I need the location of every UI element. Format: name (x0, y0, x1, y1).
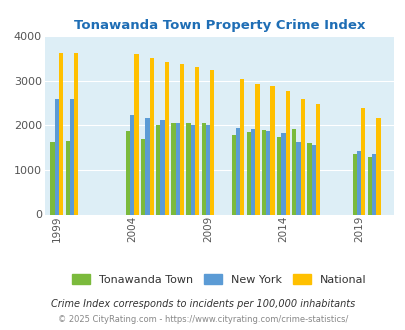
Bar (235, 128, 240, 214)
Bar (194, 67, 198, 214)
Bar (311, 145, 315, 214)
Bar (352, 154, 356, 214)
Bar (65, 142, 70, 214)
Bar (261, 130, 266, 214)
Bar (179, 64, 183, 214)
Bar (246, 132, 251, 214)
Bar (59, 53, 63, 214)
Bar (55, 99, 59, 214)
Bar (164, 62, 168, 214)
Bar (307, 143, 311, 214)
Bar (240, 79, 244, 214)
Title: Tonawanda Town Property Crime Index: Tonawanda Town Property Crime Index (73, 19, 364, 32)
Bar (134, 54, 139, 214)
Text: © 2025 CityRating.com - https://www.cityrating.com/crime-statistics/: © 2025 CityRating.com - https://www.city… (58, 315, 347, 324)
Bar (149, 58, 153, 214)
Bar (205, 125, 209, 214)
Bar (186, 123, 190, 214)
Bar (209, 70, 214, 214)
Bar (315, 104, 319, 214)
Bar (277, 137, 281, 214)
Bar (74, 53, 78, 214)
Bar (130, 115, 134, 214)
Legend: Tonawanda Town, New York, National: Tonawanda Town, New York, National (68, 270, 370, 289)
Bar (367, 157, 371, 214)
Bar (266, 131, 270, 214)
Bar (292, 128, 296, 214)
Bar (281, 133, 285, 214)
Bar (360, 108, 364, 214)
Bar (190, 124, 194, 214)
Bar (171, 123, 175, 214)
Bar (300, 99, 304, 214)
Bar (251, 128, 255, 214)
Bar (270, 86, 274, 214)
Bar (160, 120, 164, 214)
Bar (375, 118, 379, 214)
Bar (175, 123, 179, 214)
Bar (371, 154, 375, 214)
Bar (70, 99, 74, 214)
Bar (255, 83, 259, 214)
Bar (296, 142, 300, 214)
Bar (231, 135, 235, 214)
Bar (50, 142, 55, 214)
Bar (356, 151, 360, 214)
Bar (145, 118, 149, 214)
Bar (285, 91, 289, 214)
Text: Crime Index corresponds to incidents per 100,000 inhabitants: Crime Index corresponds to incidents per… (51, 299, 354, 309)
Bar (156, 125, 160, 214)
Bar (201, 123, 205, 214)
Bar (126, 131, 130, 214)
Bar (141, 139, 145, 214)
